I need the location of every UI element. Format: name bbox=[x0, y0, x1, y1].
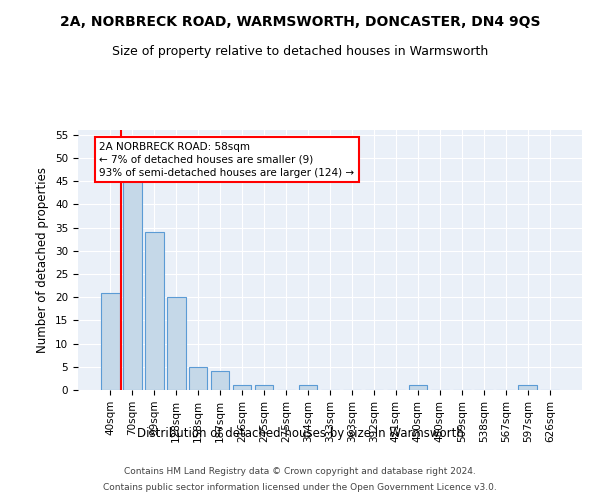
Bar bbox=[189, 367, 208, 390]
Bar bbox=[211, 372, 229, 390]
Text: Contains public sector information licensed under the Open Government Licence v3: Contains public sector information licen… bbox=[103, 482, 497, 492]
Bar bbox=[145, 232, 164, 390]
Text: 2A, NORBRECK ROAD, WARMSWORTH, DONCASTER, DN4 9QS: 2A, NORBRECK ROAD, WARMSWORTH, DONCASTER… bbox=[60, 15, 540, 29]
Bar bbox=[233, 386, 251, 390]
Text: Distribution of detached houses by size in Warmsworth: Distribution of detached houses by size … bbox=[137, 428, 463, 440]
Bar bbox=[299, 386, 317, 390]
Bar bbox=[167, 297, 185, 390]
Y-axis label: Number of detached properties: Number of detached properties bbox=[37, 167, 49, 353]
Text: Size of property relative to detached houses in Warmsworth: Size of property relative to detached ho… bbox=[112, 45, 488, 58]
Bar bbox=[123, 181, 142, 390]
Bar bbox=[409, 386, 427, 390]
Bar bbox=[518, 386, 537, 390]
Text: Contains HM Land Registry data © Crown copyright and database right 2024.: Contains HM Land Registry data © Crown c… bbox=[124, 468, 476, 476]
Bar bbox=[101, 292, 119, 390]
Text: 2A NORBRECK ROAD: 58sqm
← 7% of detached houses are smaller (9)
93% of semi-deta: 2A NORBRECK ROAD: 58sqm ← 7% of detached… bbox=[99, 142, 355, 178]
Bar bbox=[255, 386, 274, 390]
